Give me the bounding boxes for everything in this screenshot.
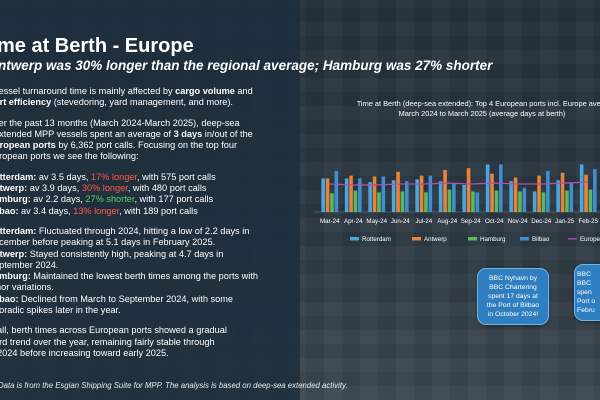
bar-hamburg-Oct-24 <box>494 190 499 212</box>
x-tick-label: Jun-24 <box>391 218 410 225</box>
page-title: me at Berth - Europe <box>0 35 194 57</box>
bar-bilbao-Oct-24 <box>499 164 503 212</box>
port-stat-bilbao: ilbao: av 3.4 days, 13% longer, with 189… <box>0 205 198 216</box>
bar-antwerp-Oct-24 <box>490 173 494 212</box>
port-trends-list: otterdam: Fluctuated through 2024, hitti… <box>0 225 259 316</box>
bar-antwerp-Jul-24 <box>419 175 424 212</box>
berth-time-chart: Mar-24 Apr-24 May-24 Jun-24 Jul-24 Aug-24 Sep-… <box>314 164 600 243</box>
callout-line: BBC <box>577 280 591 287</box>
bar-hamburg-Nov-24 <box>518 191 522 212</box>
bar-bilbao-Aug-24 <box>452 184 456 212</box>
legend-label: Europe avera <box>580 236 600 243</box>
bar-antwerp-Dec-24 <box>537 175 541 212</box>
page-subtitle: ntwerp was 30% longer than the regional … <box>0 58 493 73</box>
bar-rotterdam-Feb-25 <box>579 164 584 212</box>
bar-bilbao-Apr-24 <box>358 178 362 212</box>
bar-antwerp-Aug-24 <box>443 170 447 212</box>
bar-antwerp-Sep-24 <box>466 168 471 212</box>
x-tick-label: Feb-25 <box>578 218 598 225</box>
x-tick-label: Apr-24 <box>344 218 363 225</box>
bar-hamburg-Feb-25 <box>588 189 593 212</box>
callout-line: the Port of Bilbao <box>486 302 540 309</box>
x-tick-label: Mar-24 <box>320 218 340 225</box>
chart-title: Time at Berth (deep-sea extended): Top 4… <box>356 99 600 118</box>
callout-line: BBC Nyhavn by <box>489 275 537 282</box>
bar-antwerp-May-24 <box>372 176 377 212</box>
footnote: Data is from the Esgian Shipping Suite f… <box>0 381 348 390</box>
bar-hamburg-May-24 <box>377 192 381 212</box>
conclusion-paragraph: rall, berth times across European ports … <box>0 325 227 358</box>
callout-line: Port o <box>577 298 596 305</box>
x-tick-label: Nov-24 <box>508 218 529 225</box>
x-tick-label: Jan-25 <box>555 218 574 225</box>
callout-line: spent 17 days at <box>488 293 538 300</box>
bar-bilbao-Nov-24 <box>522 187 527 212</box>
bar-rotterdam-Mar-24 <box>321 178 325 212</box>
port-stat-antwerp: ntwerp: av 3.9 days, 30% longer, with 48… <box>0 183 207 194</box>
bar-antwerp-Apr-24 <box>349 175 353 212</box>
port-stat-hamburg: amburg: av 2.2 days, 27% shorter, with 1… <box>0 194 214 205</box>
legend-label: Hamburg <box>480 236 506 243</box>
bar-bilbao-May-24 <box>381 176 386 212</box>
bar-rotterdam-Nov-24 <box>509 181 513 212</box>
callout-line: in October 2024! <box>487 311 539 318</box>
legend-swatch-bilbao <box>520 237 529 241</box>
bar-hamburg-Jun-24 <box>400 191 405 212</box>
x-tick-label: Sep-24 <box>461 218 482 225</box>
bar-hamburg-Jan-25 <box>565 190 569 212</box>
callout-line: spen <box>577 289 592 296</box>
bar-rotterdam-Aug-24 <box>438 181 443 212</box>
bar-rotterdam-Jan-25 <box>556 180 560 212</box>
callout-line: Febru <box>577 307 595 314</box>
bar-rotterdam-Jun-24 <box>391 180 396 212</box>
callout-bilbao-october: BBC Nyhavn by BBC Chartering spent 17 days… <box>477 268 549 325</box>
bar-hamburg-Dec-24 <box>541 192 546 212</box>
bar-antwerp-Nov-24 <box>513 177 518 212</box>
bar-antwerp-Mar-24 <box>325 178 330 212</box>
x-tick-label: Oct-24 <box>485 218 504 225</box>
bar-rotterdam-Jul-24 <box>415 179 419 212</box>
port-stat-rotterdam: otterdam: av 3.5 days, 17% longer, with … <box>0 171 216 182</box>
bar-bilbao-Jan-25 <box>569 183 574 212</box>
text-panel <box>0 0 300 400</box>
bar-bilbao-Mar-24 <box>334 170 339 212</box>
body-text: vessel turnaround time is mainly affecte… <box>0 86 294 368</box>
callout-february: BBC BBC spen Port o Febru <box>574 264 600 321</box>
x-tick-label: May-24 <box>366 218 387 225</box>
x-tick-label: Aug-24 <box>437 218 458 225</box>
intro-paragraph: vessel turnaround time is mainly affecte… <box>0 86 253 108</box>
bar-bilbao-Sep-24 <box>475 192 480 212</box>
bar-hamburg-Sep-24 <box>471 191 475 212</box>
line-europe-average <box>329 181 589 186</box>
port-stats-list: otterdam: av 3.5 days, 17% longer, with … <box>0 172 294 217</box>
bar-rotterdam-Sep-24 <box>462 184 466 212</box>
legend-swatch-antwerp <box>412 237 421 241</box>
bar-bilbao-Jul-24 <box>428 175 433 212</box>
bar-rotterdam-Apr-24 <box>344 178 349 212</box>
bar-hamburg-Apr-24 <box>353 190 358 212</box>
legend-label: Rotterdam <box>362 236 391 243</box>
bar-bilbao-Dec-24 <box>546 170 550 212</box>
legend-swatch-hamburg <box>468 237 477 241</box>
bar-bilbao-Feb-25 <box>593 169 597 212</box>
legend-label: Bilbao <box>532 236 550 243</box>
callout-line: BBC <box>577 271 591 278</box>
summary-paragraph: ver the past 13 months (March 2024-March… <box>0 117 253 162</box>
callout-line: BBC Chartering <box>489 284 537 291</box>
bar-rotterdam-May-24 <box>368 182 372 212</box>
bar-rotterdam-Dec-24 <box>532 191 537 212</box>
bar-hamburg-Jul-24 <box>424 192 428 212</box>
bar-antwerp-Jun-24 <box>396 171 400 212</box>
legend-swatch-rotterdam <box>350 237 359 241</box>
x-tick-label: Dec-24 <box>531 218 552 225</box>
legend-label: Antwerp <box>424 236 447 243</box>
bar-bilbao-Jun-24 <box>405 181 409 212</box>
bar-rotterdam-Oct-24 <box>485 164 490 212</box>
bar-antwerp-Jan-25 <box>560 172 565 212</box>
x-tick-label: Jul-24 <box>415 218 432 225</box>
bar-hamburg-Mar-24 <box>330 193 334 212</box>
bar-antwerp-Feb-25 <box>584 174 588 212</box>
bar-hamburg-Aug-24 <box>447 189 452 212</box>
